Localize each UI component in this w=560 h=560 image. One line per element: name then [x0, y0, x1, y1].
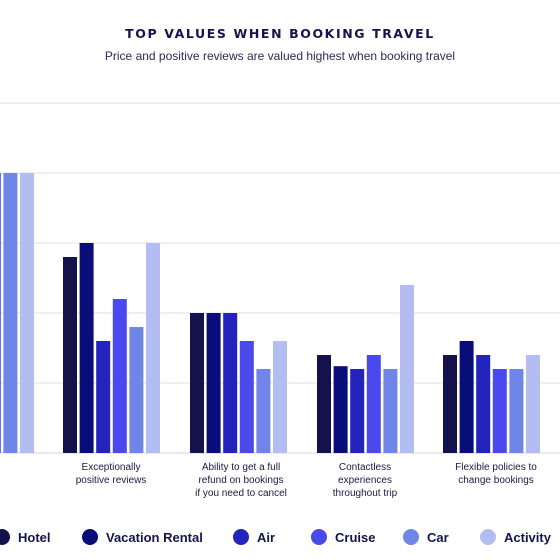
bar-air-2 — [223, 313, 238, 453]
chart-subtitle: Price and positive reviews are valued hi… — [105, 49, 455, 63]
bar-air-1 — [96, 341, 111, 453]
category-label-line: Contactless — [339, 462, 391, 473]
category-label-line: change bookings — [458, 475, 534, 486]
bar-hotel-1 — [63, 257, 77, 453]
legend-label-air: Air — [257, 530, 275, 545]
bar-cruise-1 — [112, 299, 127, 453]
bar-activity-3 — [400, 285, 414, 453]
bar-hotel-4 — [443, 355, 457, 453]
bars — [0, 173, 540, 453]
category-label-line: if you need to cancel — [195, 488, 287, 499]
bar-cruise-2 — [239, 341, 254, 453]
legend-swatch-hotel — [0, 529, 10, 545]
category-labels: al,ingExceptionallypositive reviewsAbili… — [76, 462, 538, 499]
bar-vacation-rental-4 — [459, 341, 474, 453]
legend-swatch-air — [233, 529, 249, 545]
bar-car-0 — [3, 173, 18, 453]
bar-air-3 — [350, 369, 365, 453]
legend-label-vacation-rental: Vacation Rental — [106, 530, 203, 545]
category-label-line: Ability to get a full — [202, 462, 280, 473]
legend-swatch-cruise — [311, 529, 327, 545]
legend-label-car: Car — [427, 530, 449, 545]
category-label-line: Flexible policies to — [455, 462, 537, 473]
bar-hotel-3 — [317, 355, 331, 453]
bar-car-3 — [383, 369, 398, 453]
category-label-line: refund on bookings — [198, 475, 283, 486]
bar-activity-0 — [20, 173, 34, 453]
bar-car-4 — [509, 369, 524, 453]
category-label: Ability to get a full refund on bookings i… — [195, 462, 287, 499]
category-label: Flexible policies to change bookings — [455, 462, 537, 486]
legend-label-cruise: Cruise — [335, 530, 375, 545]
bar-car-2 — [256, 369, 271, 453]
bar-vacation-rental-3 — [333, 366, 348, 453]
category-label: Contactless experiences throughout trip — [333, 462, 398, 499]
legend: Hotel Vacation Rental Air Cruise Car Activity — [0, 529, 552, 545]
bar-cruise-3 — [366, 355, 381, 453]
bar-vacation-rental-2 — [206, 313, 221, 453]
category-label-line: Exceptionally — [82, 462, 141, 473]
legend-swatch-activity — [480, 529, 496, 545]
bar-hotel-2 — [190, 313, 204, 453]
legend-label-activity: Activity — [504, 530, 552, 545]
bar-cruise-4 — [492, 369, 507, 453]
bar-cruise-0 — [0, 173, 1, 453]
category-label-line: throughout trip — [333, 488, 398, 499]
bar-car-1 — [129, 327, 144, 453]
bar-activity-4 — [526, 355, 540, 453]
chart-title: TOP VALUES WHEN BOOKING TRAVEL — [125, 26, 435, 41]
bar-activity-2 — [273, 341, 287, 453]
legend-label-hotel: Hotel — [18, 530, 51, 545]
bar-air-4 — [476, 355, 491, 453]
category-label: Exceptionally positive reviews — [76, 462, 147, 486]
bar-vacation-rental-1 — [79, 243, 94, 453]
bar-activity-1 — [146, 243, 160, 453]
category-label-line: experiences — [338, 475, 392, 486]
category-label-line: positive reviews — [76, 475, 147, 486]
legend-swatch-vacation-rental — [82, 529, 98, 545]
legend-swatch-car — [403, 529, 419, 545]
